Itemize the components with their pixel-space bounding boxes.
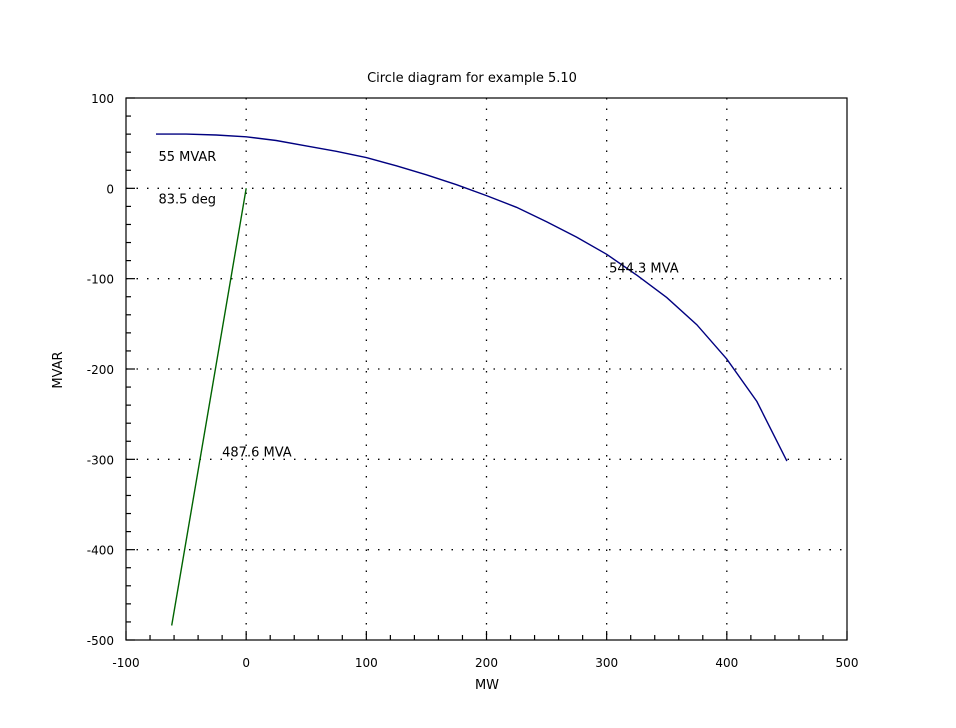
annotations: 55 MVAR 83.5 deg 544.3 MVA 487.6 MVA (158, 150, 678, 460)
annotation-label: 544.3 MVA (609, 261, 679, 276)
chart-title: Circle diagram for example 5.10 (367, 71, 577, 86)
y-axis-label: MVAR (51, 351, 66, 388)
series-line-1 (156, 133, 788, 462)
x-tick-label: 300 (595, 656, 618, 670)
x-tick-label: 500 (836, 656, 859, 670)
series-line-2 (171, 188, 247, 626)
x-axis-label: MW (475, 678, 499, 693)
plot-frame (125, 97, 848, 641)
y-tick-label: -200 (87, 363, 114, 377)
y-tick-label: -300 (87, 453, 114, 467)
x-tick-label: 200 (475, 656, 498, 670)
y-tick-label: -500 (87, 634, 114, 648)
x-tick-label: -100 (112, 656, 139, 670)
y-tick-label: -400 (87, 544, 114, 558)
y-tick-label: 0 (106, 182, 114, 196)
annotation-label: 55 MVAR (158, 150, 216, 165)
annotation-label: 83.5 deg (158, 193, 216, 208)
series (156, 133, 788, 626)
annotation-label: 487.6 MVA (222, 446, 292, 461)
x-tick-label: 100 (355, 656, 378, 670)
y-tick-label: -100 (87, 273, 114, 287)
x-tick-label: 400 (715, 656, 738, 670)
axis-ticks: -100 0 100 200 300 400 500 100 0 -100 -200 -300 -400… (87, 92, 859, 670)
grid (126, 98, 847, 640)
y-tick-label: 100 (91, 92, 114, 106)
x-tick-label: 0 (242, 656, 250, 670)
